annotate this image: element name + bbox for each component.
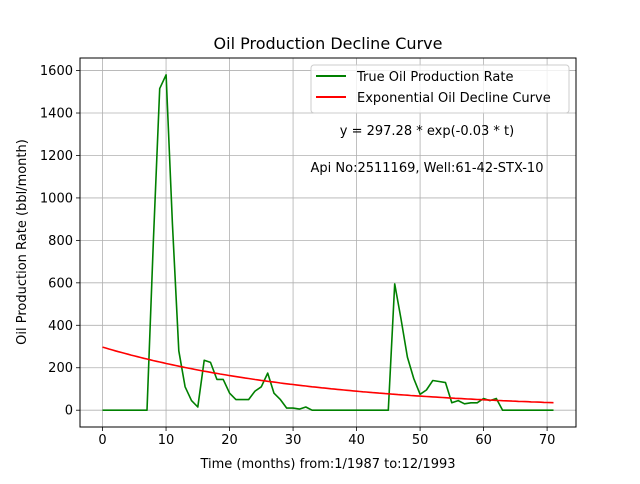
x-tick-label: 30 xyxy=(285,433,302,448)
y-tick-label: 200 xyxy=(48,361,73,376)
equation-annotation: y = 297.28 * exp(-0.03 * t) xyxy=(340,124,514,139)
x-tick-label: 50 xyxy=(412,433,429,448)
y-axis-ticks: 0 200 400 600 800 1000 1200 1400 1600 xyxy=(40,64,80,419)
x-tick-label: 40 xyxy=(348,433,365,448)
legend-box xyxy=(310,64,570,114)
series-line-true-production xyxy=(102,74,554,412)
x-tick-label: 20 xyxy=(221,433,238,448)
x-tick-label: 60 xyxy=(475,433,492,448)
legend-label-true-production: True Oil Production Rate xyxy=(356,70,513,85)
x-tick-label: 70 xyxy=(539,433,556,448)
series-layer xyxy=(102,74,554,412)
y-tick-label: 1600 xyxy=(40,64,73,79)
x-tick-label: 0 xyxy=(98,433,106,448)
well-annotation: Api No:2511169, Well:61-42-STX-10 xyxy=(311,161,544,176)
y-tick-label: 1200 xyxy=(40,149,73,164)
y-tick-label: 1400 xyxy=(40,107,73,122)
x-axis-label: Time (months) from:1/1987 to:12/1993 xyxy=(199,457,455,472)
legend-label-exponential-decline: Exponential Oil Decline Curve xyxy=(357,91,551,106)
y-tick-label: 800 xyxy=(48,234,73,249)
y-tick-label: 1000 xyxy=(40,191,73,206)
y-tick-label: 600 xyxy=(48,276,73,291)
x-axis-ticks: 0 10 20 30 40 50 60 70 xyxy=(98,427,555,448)
legend: True Oil Production Rate Exponential Oil… xyxy=(310,64,570,114)
chart-title: Oil Production Decline Curve xyxy=(214,34,443,53)
series-line-exponential-decline xyxy=(102,346,554,404)
y-axis-label: Oil Production Rate (bbl/month) xyxy=(15,139,30,345)
plot-frame xyxy=(79,57,577,428)
y-tick-label: 0 xyxy=(65,404,73,419)
y-tick-label: 400 xyxy=(48,319,73,334)
grid xyxy=(80,58,576,427)
x-tick-label: 10 xyxy=(158,433,175,448)
